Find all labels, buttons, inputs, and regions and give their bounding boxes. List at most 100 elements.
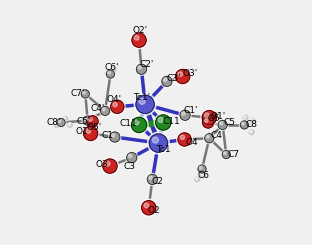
Ellipse shape [180,110,190,120]
Ellipse shape [111,67,116,72]
Ellipse shape [128,154,132,158]
Text: C8: C8 [246,121,258,129]
Ellipse shape [149,176,152,179]
Ellipse shape [179,109,191,121]
Ellipse shape [147,174,158,184]
Text: O5: O5 [207,114,220,123]
Ellipse shape [197,164,207,174]
Ellipse shape [136,95,154,113]
Ellipse shape [177,132,193,147]
Text: O2: O2 [148,206,160,215]
Ellipse shape [195,177,200,182]
Ellipse shape [58,120,61,122]
Ellipse shape [68,123,70,125]
Text: O3: O3 [95,160,108,169]
Ellipse shape [161,75,173,87]
Text: C2: C2 [152,177,163,186]
Ellipse shape [85,118,88,121]
Ellipse shape [217,120,228,130]
Text: C6: C6 [197,171,209,180]
Ellipse shape [86,129,90,133]
Ellipse shape [178,72,183,76]
Ellipse shape [139,98,145,104]
Ellipse shape [156,115,171,130]
Ellipse shape [84,126,98,141]
Text: C7': C7' [71,89,85,98]
Ellipse shape [142,201,156,215]
Ellipse shape [222,150,231,159]
Ellipse shape [57,118,65,127]
Ellipse shape [222,150,230,159]
Ellipse shape [176,69,190,84]
Ellipse shape [134,120,139,125]
Ellipse shape [199,166,202,169]
Ellipse shape [138,66,141,69]
Ellipse shape [112,68,114,70]
Ellipse shape [178,133,191,146]
Ellipse shape [223,152,226,155]
Ellipse shape [202,110,217,125]
Text: O5': O5' [87,123,102,132]
Ellipse shape [110,132,120,142]
Ellipse shape [111,100,124,113]
Text: C5: C5 [223,118,235,127]
Ellipse shape [106,71,108,73]
Ellipse shape [109,131,121,143]
Ellipse shape [198,165,206,173]
Ellipse shape [218,120,227,130]
Ellipse shape [55,123,57,125]
Ellipse shape [136,64,147,74]
Ellipse shape [202,117,214,128]
Text: O4: O4 [185,138,198,147]
Ellipse shape [240,120,249,130]
Text: C3: C3 [123,162,135,171]
Ellipse shape [111,134,115,137]
Ellipse shape [54,122,59,127]
Ellipse shape [82,115,93,126]
Ellipse shape [106,69,115,79]
Ellipse shape [126,152,138,164]
Ellipse shape [251,120,253,122]
Ellipse shape [243,115,248,120]
Text: C6': C6' [105,63,119,72]
Ellipse shape [106,70,115,78]
Ellipse shape [100,105,110,116]
Ellipse shape [144,203,149,208]
Ellipse shape [182,112,185,115]
Ellipse shape [204,119,208,122]
Text: C4: C4 [210,131,222,140]
Text: Tc1: Tc1 [156,145,171,154]
Ellipse shape [89,118,93,121]
Ellipse shape [103,159,117,173]
Ellipse shape [102,108,105,111]
Ellipse shape [83,91,85,94]
Text: C3': C3' [167,74,181,83]
Text: O2': O2' [133,26,148,36]
Ellipse shape [68,122,72,127]
Ellipse shape [158,117,163,122]
Ellipse shape [202,174,203,176]
Ellipse shape [180,135,185,139]
Ellipse shape [100,106,110,115]
Ellipse shape [242,122,244,125]
Ellipse shape [127,153,137,163]
Ellipse shape [110,99,125,115]
Ellipse shape [163,78,167,81]
Ellipse shape [251,119,255,124]
Ellipse shape [202,116,215,129]
Ellipse shape [196,178,197,180]
Ellipse shape [152,137,158,143]
Ellipse shape [135,63,148,75]
Ellipse shape [130,116,148,134]
Text: C7: C7 [227,150,239,159]
Ellipse shape [201,109,218,126]
Text: Tc1': Tc1' [133,93,150,102]
Ellipse shape [83,116,92,125]
Ellipse shape [249,130,254,135]
Ellipse shape [244,116,246,118]
Ellipse shape [131,117,147,133]
Ellipse shape [220,122,222,125]
Ellipse shape [113,102,117,107]
Ellipse shape [87,116,98,127]
Ellipse shape [81,90,89,98]
